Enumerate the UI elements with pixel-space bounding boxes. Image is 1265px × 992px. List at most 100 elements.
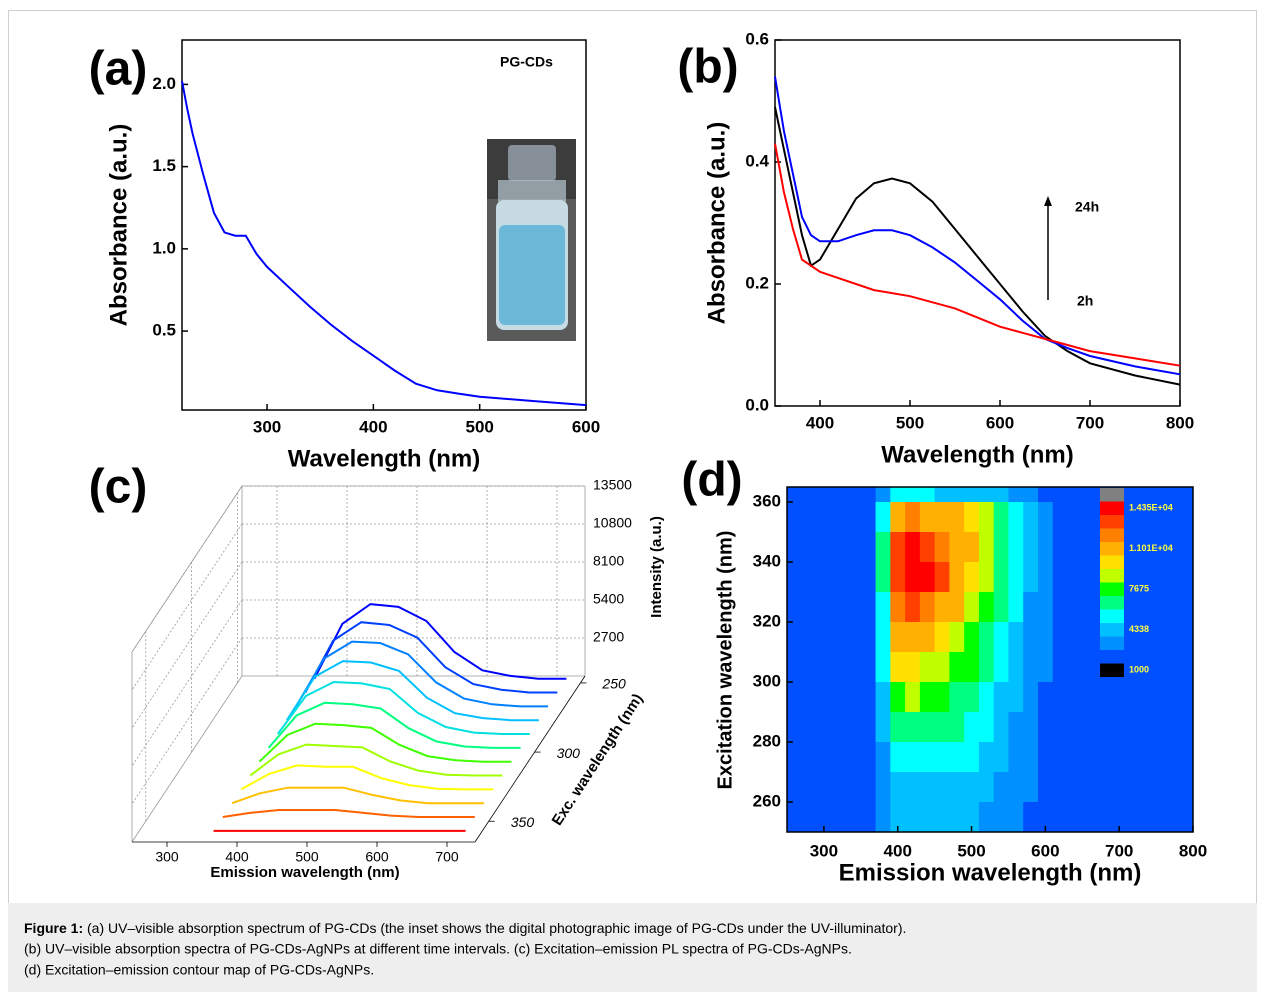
x-tick-label: 600 xyxy=(1031,841,1059,860)
contour-cell xyxy=(919,502,936,533)
y-tick-label: 0.4 xyxy=(745,151,769,170)
y-tick-label: 1.0 xyxy=(152,238,176,257)
colorbar-swatch xyxy=(1100,488,1124,502)
contour-cell xyxy=(875,562,891,593)
contour-cell xyxy=(978,487,995,503)
x-axis-label: Wavelength (nm) xyxy=(881,441,1073,468)
contour-cell xyxy=(993,592,1009,623)
contour-cell xyxy=(1052,502,1069,533)
z-tick-label: 10800 xyxy=(593,515,632,531)
contour-cell xyxy=(949,592,965,623)
z-tick-label: 2700 xyxy=(593,629,624,645)
panel-label: (a) xyxy=(89,43,148,96)
contour-cell xyxy=(1052,772,1069,803)
y-tick-label: 250 xyxy=(601,676,626,692)
contour-cell xyxy=(993,652,1009,683)
contour-cell xyxy=(978,742,995,773)
spectrum-line xyxy=(258,722,512,763)
x-tick-label: 400 xyxy=(225,849,249,865)
contour-cell xyxy=(1037,592,1054,623)
contour-cell xyxy=(934,562,950,593)
contour-cell xyxy=(875,487,891,503)
contour-cell xyxy=(919,622,936,653)
contour-cell xyxy=(1008,487,1024,503)
contour-cell xyxy=(860,652,877,683)
contour-cell xyxy=(1067,802,1083,832)
contour-cell xyxy=(860,622,877,653)
colorbar-label: 1000 xyxy=(1129,665,1149,675)
contour-cell xyxy=(964,772,980,803)
contour-cell xyxy=(1037,502,1054,533)
contour-cell xyxy=(905,562,921,593)
contour-cell xyxy=(1067,592,1083,623)
contour-cell xyxy=(1008,592,1024,623)
contour-cell xyxy=(905,802,921,832)
annotation: 2h xyxy=(1077,293,1093,309)
contour-cell xyxy=(978,532,995,563)
y-tick-label: 360 xyxy=(753,491,781,510)
panel-label: (c) xyxy=(89,461,148,514)
x-tick-label: 700 xyxy=(435,849,459,865)
x-tick-label: 500 xyxy=(896,413,924,432)
contour-cell xyxy=(1067,562,1083,593)
contour-cell xyxy=(1037,802,1054,832)
contour-cell xyxy=(919,802,936,832)
contour-cell xyxy=(949,802,965,832)
contour-cell xyxy=(905,592,921,623)
contour-cell xyxy=(890,712,906,743)
contour-cell xyxy=(1037,742,1054,773)
colorbar-label: 1.101E+04 xyxy=(1129,543,1173,553)
contour-cell xyxy=(949,652,965,683)
contour-cell xyxy=(875,532,891,563)
caption-line: Figure 1: (a) UV–visible absorption spec… xyxy=(24,920,906,936)
y-tick-label: 1.5 xyxy=(152,156,176,175)
colorbar-swatch xyxy=(1100,623,1124,637)
x-tick-label: 500 xyxy=(465,417,493,436)
contour-cell xyxy=(964,652,980,683)
contour-cell xyxy=(1052,487,1069,503)
contour-cell xyxy=(934,502,950,533)
contour-cell xyxy=(1023,712,1039,743)
contour-cell xyxy=(949,622,965,653)
caption-label: Figure 1: xyxy=(24,920,83,936)
contour-cell xyxy=(978,652,995,683)
contour-cell xyxy=(905,502,921,533)
contour-cell xyxy=(875,772,891,803)
contour-cell xyxy=(1037,772,1054,803)
colorbar-label: 7675 xyxy=(1129,584,1149,594)
contour-cell xyxy=(905,622,921,653)
annotation: 24h xyxy=(1075,199,1099,215)
contour-cell xyxy=(890,562,906,593)
y-axis-label: Absorbance (a.u.) xyxy=(703,122,730,325)
contour-cell xyxy=(949,487,965,503)
contour-cell xyxy=(934,712,950,743)
colorbar-swatch xyxy=(1100,636,1124,650)
contour-cell xyxy=(890,622,906,653)
contour-cell xyxy=(949,772,965,803)
data-line xyxy=(181,80,587,407)
contour-cell xyxy=(964,682,980,713)
colorbar-label: 4338 xyxy=(1129,624,1149,634)
spectrum-line xyxy=(286,660,539,722)
x-tick-label: 300 xyxy=(155,849,179,865)
contour-cell xyxy=(919,532,936,563)
contour-cell xyxy=(860,487,877,503)
y-axis-label: Excitation wavelength (nm) xyxy=(714,531,736,790)
z-tick-label: 8100 xyxy=(593,553,624,569)
contour-cell xyxy=(934,532,950,563)
contour-cell xyxy=(1008,562,1024,593)
contour-cell xyxy=(1067,772,1083,803)
floor-edge xyxy=(474,675,586,843)
colorbar-swatch xyxy=(1100,650,1124,664)
contour-cell xyxy=(1008,532,1024,563)
plot-frame xyxy=(774,39,1181,407)
grid-line xyxy=(131,561,243,729)
contour-cell xyxy=(934,772,950,803)
contour-cell xyxy=(919,562,936,593)
x-axis-label: Emission wavelength (nm) xyxy=(839,859,1142,886)
contour-cell xyxy=(949,532,965,563)
contour-cell xyxy=(978,562,995,593)
contour-cell xyxy=(1023,682,1039,713)
contour-cell xyxy=(949,742,965,773)
